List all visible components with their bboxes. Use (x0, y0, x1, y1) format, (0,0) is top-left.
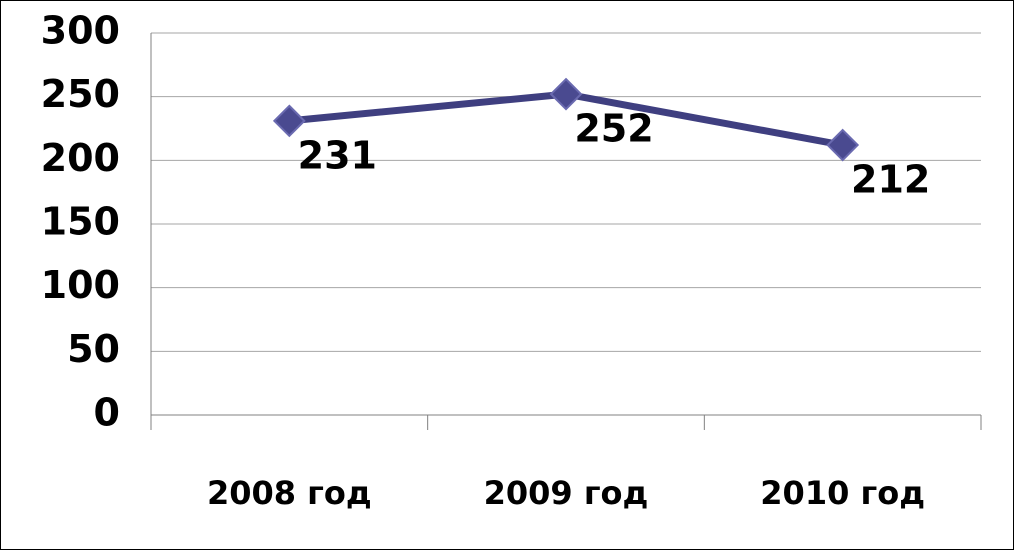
x-tick-label: 2009 год (484, 474, 649, 512)
y-tick-label: 250 (41, 72, 120, 116)
y-tick-label: 200 (41, 136, 120, 180)
y-tick-label: 300 (41, 9, 120, 53)
y-tick-label: 100 (41, 263, 120, 307)
x-tick-label: 2010 год (760, 474, 925, 512)
data-point (272, 104, 306, 138)
data-point (826, 128, 860, 162)
y-tick-label: 50 (67, 327, 120, 371)
data-label: 212 (851, 158, 930, 202)
data-point (549, 77, 583, 111)
data-label: 231 (298, 133, 377, 177)
y-tick-label: 150 (41, 200, 120, 244)
x-tick-label: 2008 год (207, 474, 372, 512)
data-label: 252 (574, 107, 653, 151)
y-tick-label: 0 (94, 391, 120, 435)
